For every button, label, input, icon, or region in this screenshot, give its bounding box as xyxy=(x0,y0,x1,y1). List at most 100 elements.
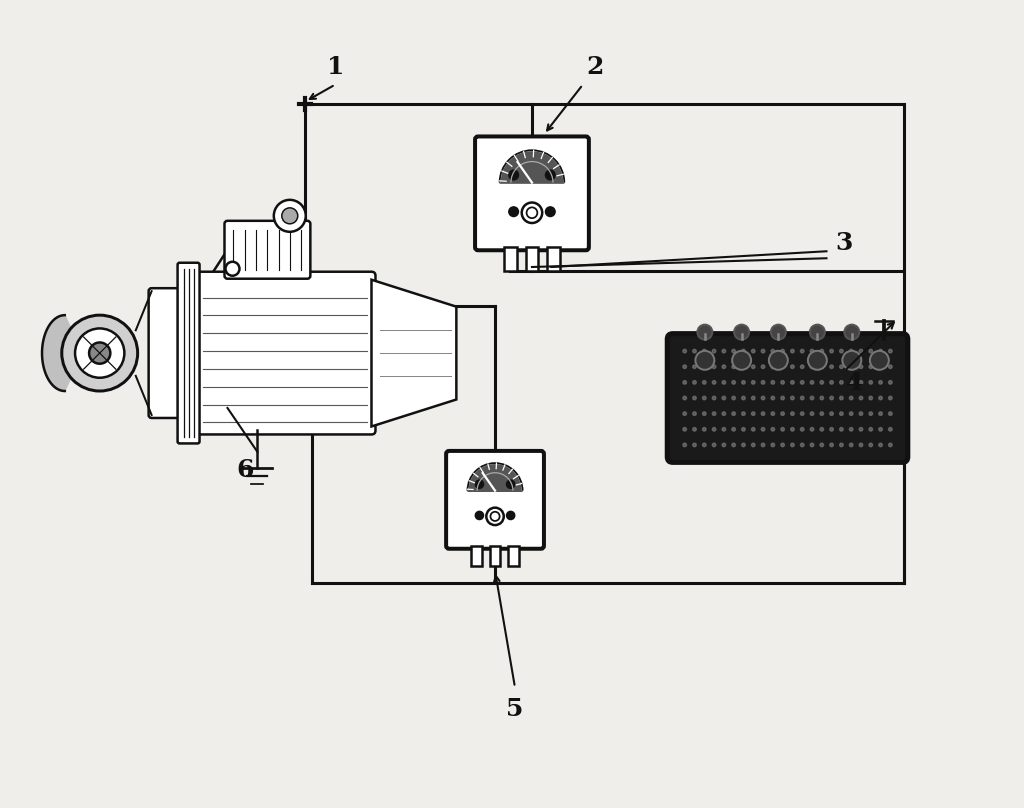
Circle shape xyxy=(820,349,823,353)
Circle shape xyxy=(829,381,834,384)
Circle shape xyxy=(683,412,686,415)
Circle shape xyxy=(771,365,774,368)
Circle shape xyxy=(683,349,686,353)
Circle shape xyxy=(849,396,853,400)
Circle shape xyxy=(791,381,795,384)
Circle shape xyxy=(781,443,784,447)
Text: 3: 3 xyxy=(836,231,853,255)
Circle shape xyxy=(683,443,686,447)
Polygon shape xyxy=(42,315,99,391)
Circle shape xyxy=(771,349,774,353)
Circle shape xyxy=(781,396,784,400)
Circle shape xyxy=(713,365,716,368)
Circle shape xyxy=(810,396,814,400)
Circle shape xyxy=(713,427,716,431)
Circle shape xyxy=(732,396,735,400)
Circle shape xyxy=(732,351,751,370)
Text: 5: 5 xyxy=(506,697,523,722)
Circle shape xyxy=(859,396,863,400)
Circle shape xyxy=(810,365,814,368)
Circle shape xyxy=(791,412,795,415)
Circle shape xyxy=(692,365,696,368)
Circle shape xyxy=(722,349,726,353)
Circle shape xyxy=(889,381,892,384)
Circle shape xyxy=(801,381,804,384)
Circle shape xyxy=(225,262,240,276)
Circle shape xyxy=(741,427,745,431)
Circle shape xyxy=(526,208,538,218)
Circle shape xyxy=(845,325,859,339)
Circle shape xyxy=(741,365,745,368)
Circle shape xyxy=(752,349,755,353)
Text: 1: 1 xyxy=(327,55,344,78)
Polygon shape xyxy=(468,463,522,490)
Circle shape xyxy=(849,443,853,447)
Circle shape xyxy=(702,349,707,353)
Circle shape xyxy=(849,381,853,384)
Circle shape xyxy=(732,412,735,415)
Circle shape xyxy=(781,412,784,415)
Circle shape xyxy=(869,351,889,370)
Circle shape xyxy=(734,325,750,339)
Circle shape xyxy=(692,443,696,447)
Circle shape xyxy=(879,396,883,400)
Text: 2: 2 xyxy=(586,55,603,78)
Circle shape xyxy=(702,396,707,400)
Circle shape xyxy=(752,365,755,368)
Circle shape xyxy=(546,207,555,217)
Circle shape xyxy=(820,396,823,400)
Circle shape xyxy=(702,412,707,415)
Circle shape xyxy=(546,170,555,180)
Circle shape xyxy=(810,325,825,339)
Circle shape xyxy=(889,427,892,431)
Circle shape xyxy=(683,427,686,431)
Circle shape xyxy=(683,365,686,368)
Circle shape xyxy=(713,381,716,384)
Circle shape xyxy=(808,351,826,370)
Circle shape xyxy=(879,349,883,353)
Circle shape xyxy=(869,381,872,384)
Polygon shape xyxy=(372,280,457,427)
Circle shape xyxy=(722,412,726,415)
Circle shape xyxy=(849,365,853,368)
Circle shape xyxy=(829,427,834,431)
Circle shape xyxy=(889,443,892,447)
Circle shape xyxy=(829,443,834,447)
Circle shape xyxy=(843,351,861,370)
Circle shape xyxy=(869,349,872,353)
Circle shape xyxy=(879,412,883,415)
Circle shape xyxy=(771,412,774,415)
Circle shape xyxy=(752,412,755,415)
Circle shape xyxy=(791,427,795,431)
Circle shape xyxy=(771,443,774,447)
Circle shape xyxy=(829,365,834,368)
Circle shape xyxy=(801,443,804,447)
Circle shape xyxy=(61,315,137,391)
Circle shape xyxy=(791,365,795,368)
Circle shape xyxy=(791,349,795,353)
Circle shape xyxy=(683,381,686,384)
Circle shape xyxy=(692,396,696,400)
Circle shape xyxy=(889,396,892,400)
Circle shape xyxy=(840,427,843,431)
FancyBboxPatch shape xyxy=(475,137,589,250)
Circle shape xyxy=(273,200,306,232)
Circle shape xyxy=(761,412,765,415)
Circle shape xyxy=(810,381,814,384)
FancyBboxPatch shape xyxy=(668,334,908,462)
Circle shape xyxy=(820,365,823,368)
Circle shape xyxy=(475,511,483,520)
Circle shape xyxy=(801,427,804,431)
Circle shape xyxy=(820,427,823,431)
Circle shape xyxy=(692,381,696,384)
Circle shape xyxy=(509,170,518,180)
FancyBboxPatch shape xyxy=(446,451,544,549)
Circle shape xyxy=(820,443,823,447)
Circle shape xyxy=(702,365,707,368)
Circle shape xyxy=(713,349,716,353)
Circle shape xyxy=(761,443,765,447)
Circle shape xyxy=(849,412,853,415)
FancyBboxPatch shape xyxy=(194,271,376,435)
Circle shape xyxy=(840,412,843,415)
Circle shape xyxy=(89,343,111,364)
